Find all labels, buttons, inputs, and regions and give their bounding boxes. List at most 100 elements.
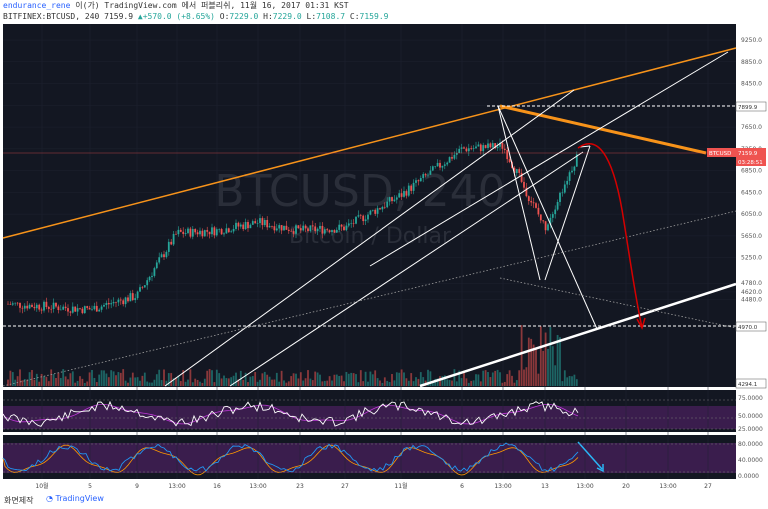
volume-bar — [427, 369, 429, 386]
author-link[interactable]: endurance_rene — [3, 1, 71, 10]
volume-bar — [321, 381, 324, 386]
stoch-arrow-head — [596, 464, 604, 473]
candle-body — [316, 228, 319, 232]
x-tick-label: 20 — [622, 483, 630, 490]
volume-bar — [76, 380, 79, 386]
volume-bar — [551, 346, 554, 386]
volume-bar — [352, 373, 355, 386]
candle-body — [211, 227, 213, 235]
volume-bar — [343, 381, 345, 386]
volume-bar — [518, 370, 521, 386]
volume-bar — [568, 375, 571, 386]
tradingview-logo[interactable]: ◔ TradingView — [46, 494, 104, 503]
grid-lines — [3, 24, 736, 479]
candle-body — [436, 162, 439, 167]
candle-body — [38, 304, 41, 310]
orange-trendline — [2, 47, 737, 239]
candle-body — [35, 304, 38, 309]
volume-bar — [362, 381, 365, 386]
volume-bar — [547, 348, 549, 386]
volume-bar — [297, 378, 300, 386]
candle-body — [271, 226, 273, 227]
volume-bar — [275, 372, 278, 386]
y-tick-label: 6050.0 — [741, 211, 762, 218]
candle-body — [26, 305, 29, 309]
volume-bar — [256, 381, 259, 386]
white-channel-line-3 — [229, 151, 584, 387]
candle-body — [256, 223, 259, 224]
volume-bar — [472, 380, 475, 386]
x-tick-label: 27 — [704, 483, 712, 490]
candle-body — [290, 230, 293, 232]
volume-bar — [271, 379, 273, 386]
candle-body — [501, 142, 504, 149]
candle-body — [448, 157, 451, 163]
chart-canvas[interactable]: BTCUSD, 240 Bitcoin / Dollar 9250.0 8850.… — [0, 22, 768, 492]
volume-bar — [21, 380, 24, 386]
high-label: H: — [263, 12, 273, 21]
candle-body — [410, 185, 413, 191]
volume-bar — [107, 377, 110, 386]
candle-body — [263, 220, 266, 226]
volume-bar — [211, 370, 213, 386]
volume-bar — [333, 374, 336, 386]
volume-bar — [206, 370, 209, 386]
stoch-lines — [2, 442, 736, 476]
volume-bar — [359, 370, 362, 386]
volume-bar — [369, 371, 372, 386]
candle-body — [340, 224, 343, 227]
time-axis[interactable]: 10월 5 9 13:00 16 13:00 23 27 11월 6 13:00 13 13:00 20 1… — [35, 482, 712, 490]
volume-bar — [283, 380, 285, 386]
volume-bar — [453, 369, 456, 386]
volume-bar — [460, 378, 463, 386]
candle-body — [194, 229, 197, 233]
volume-bar — [304, 378, 307, 386]
volume-bar — [429, 371, 432, 386]
volume-bar — [189, 369, 192, 386]
volume-bar — [556, 335, 559, 386]
volume-bar — [196, 379, 199, 386]
volume-bar — [539, 326, 542, 386]
candle-body — [280, 225, 283, 231]
candle-body — [74, 306, 77, 312]
candle-body — [506, 150, 509, 160]
price-change: ▲+570.0 (+8.65%) — [137, 12, 215, 21]
volume-bar — [235, 372, 237, 386]
volume-bar — [177, 375, 180, 386]
candle-body — [69, 311, 72, 313]
candle-body — [201, 230, 204, 237]
candle-body — [215, 229, 218, 236]
symbol-label[interactable]: BITFINEX:BTCUSD, 240 — [3, 12, 100, 21]
volume-bar — [213, 382, 216, 386]
candle-body — [465, 148, 468, 152]
candle-body — [28, 304, 31, 309]
volume-bar — [355, 374, 357, 386]
candle-body — [376, 208, 379, 214]
candle-body — [350, 223, 353, 224]
candle-body — [463, 147, 465, 149]
y-tick-label: 9250.0 — [741, 37, 762, 44]
volume-bar — [9, 370, 12, 386]
volume-bar — [393, 380, 396, 386]
volume-bar — [112, 371, 115, 386]
volume-bar — [266, 374, 269, 386]
volume-bar — [31, 370, 33, 386]
volume-bar — [191, 382, 194, 386]
volume-bar — [463, 370, 465, 386]
candle-body — [191, 229, 194, 237]
candle-body — [547, 224, 549, 231]
candle-body — [359, 215, 362, 216]
volume-bar — [52, 374, 55, 386]
volume-bar — [467, 382, 470, 386]
candle-body — [43, 301, 45, 311]
volume-bar — [554, 365, 557, 386]
tradingview-icon: ◔ — [46, 494, 53, 503]
volume-bar — [340, 375, 343, 386]
y-tick-label: 8850.0 — [741, 59, 762, 66]
volume-bar — [64, 376, 67, 386]
volume-bar — [338, 375, 341, 386]
countdown-badge — [736, 157, 766, 166]
volume-bar — [295, 373, 297, 386]
volume-bar — [57, 372, 60, 386]
volume-bar — [326, 380, 329, 386]
